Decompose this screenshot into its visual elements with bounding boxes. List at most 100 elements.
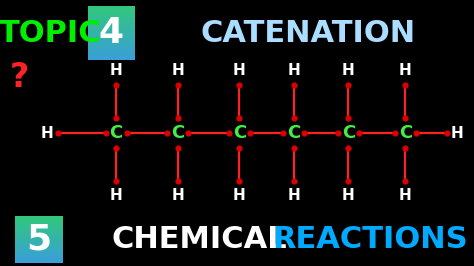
Bar xyxy=(15,224,63,226)
Text: H: H xyxy=(41,126,54,140)
Point xyxy=(184,131,192,135)
Point xyxy=(290,83,298,87)
Bar xyxy=(88,24,135,26)
Bar xyxy=(15,227,63,228)
Text: C: C xyxy=(171,124,184,142)
Bar xyxy=(88,42,135,44)
Text: C: C xyxy=(109,124,123,142)
Bar xyxy=(15,219,63,221)
Bar xyxy=(15,259,63,261)
Bar xyxy=(88,31,135,33)
Text: TOPIC: TOPIC xyxy=(0,19,101,48)
Text: C: C xyxy=(342,124,355,142)
Bar xyxy=(88,38,135,40)
Point xyxy=(412,131,419,135)
Bar xyxy=(88,28,135,30)
Point xyxy=(174,116,182,120)
Point xyxy=(401,116,409,120)
Bar xyxy=(15,216,63,218)
Bar xyxy=(15,253,63,255)
Point xyxy=(225,131,233,135)
Point xyxy=(54,131,62,135)
Point xyxy=(112,83,120,87)
Bar xyxy=(15,245,63,247)
Text: C: C xyxy=(287,124,301,142)
Point xyxy=(290,179,298,183)
Bar xyxy=(15,235,63,236)
Point xyxy=(355,131,363,135)
Point xyxy=(174,83,182,87)
Bar xyxy=(88,30,135,31)
Bar xyxy=(15,236,63,238)
Bar xyxy=(15,228,63,230)
Point xyxy=(443,131,451,135)
Bar xyxy=(88,51,135,53)
Bar xyxy=(88,19,135,21)
Text: C: C xyxy=(399,124,412,142)
Bar xyxy=(15,244,63,246)
Bar xyxy=(88,6,135,9)
Text: ?: ? xyxy=(9,61,28,94)
Text: 5: 5 xyxy=(26,222,52,256)
Text: H: H xyxy=(288,63,300,78)
Text: C: C xyxy=(233,124,246,142)
Point xyxy=(280,131,287,135)
Point xyxy=(290,146,298,150)
Bar xyxy=(88,58,135,60)
Text: H: H xyxy=(110,188,122,203)
Bar xyxy=(88,26,135,28)
Point xyxy=(345,146,352,150)
Text: H: H xyxy=(451,126,464,140)
Bar xyxy=(88,35,135,37)
Bar xyxy=(88,49,135,51)
Text: H: H xyxy=(233,188,246,203)
Point xyxy=(345,116,352,120)
Bar xyxy=(15,248,63,250)
Point xyxy=(345,179,352,183)
Bar xyxy=(15,230,63,232)
Bar xyxy=(88,8,135,10)
Bar xyxy=(88,22,135,24)
Bar xyxy=(88,54,135,56)
Point xyxy=(345,83,352,87)
Text: H: H xyxy=(288,188,300,203)
Text: H: H xyxy=(172,63,184,78)
Text: 4: 4 xyxy=(99,16,124,50)
Bar xyxy=(15,241,63,243)
Point xyxy=(290,116,298,120)
Point xyxy=(301,131,308,135)
Text: CHEMICAL: CHEMICAL xyxy=(111,225,287,254)
Bar xyxy=(15,225,63,227)
Point xyxy=(112,179,120,183)
Bar xyxy=(15,261,63,263)
Point xyxy=(102,131,109,135)
Text: REACTIONS: REACTIONS xyxy=(272,225,467,254)
Bar xyxy=(88,14,135,15)
Bar xyxy=(88,17,135,19)
Point xyxy=(401,179,409,183)
Bar xyxy=(88,45,135,47)
Bar xyxy=(88,10,135,12)
Bar xyxy=(15,242,63,244)
Text: H: H xyxy=(233,63,246,78)
Text: H: H xyxy=(172,188,184,203)
Text: H: H xyxy=(342,63,355,78)
Bar xyxy=(15,231,63,233)
Point xyxy=(123,131,130,135)
Text: H: H xyxy=(399,188,411,203)
Bar xyxy=(15,217,63,219)
Bar xyxy=(15,221,63,222)
Bar xyxy=(88,36,135,39)
Text: CATENATION: CATENATION xyxy=(201,19,416,48)
Text: H: H xyxy=(399,63,411,78)
Bar xyxy=(15,256,63,258)
Point xyxy=(174,146,182,150)
Bar xyxy=(88,20,135,23)
Point xyxy=(334,131,342,135)
Bar xyxy=(88,12,135,14)
Bar xyxy=(15,239,63,241)
Text: H: H xyxy=(342,188,355,203)
Point xyxy=(401,83,409,87)
Bar xyxy=(15,255,63,256)
Point xyxy=(236,146,243,150)
